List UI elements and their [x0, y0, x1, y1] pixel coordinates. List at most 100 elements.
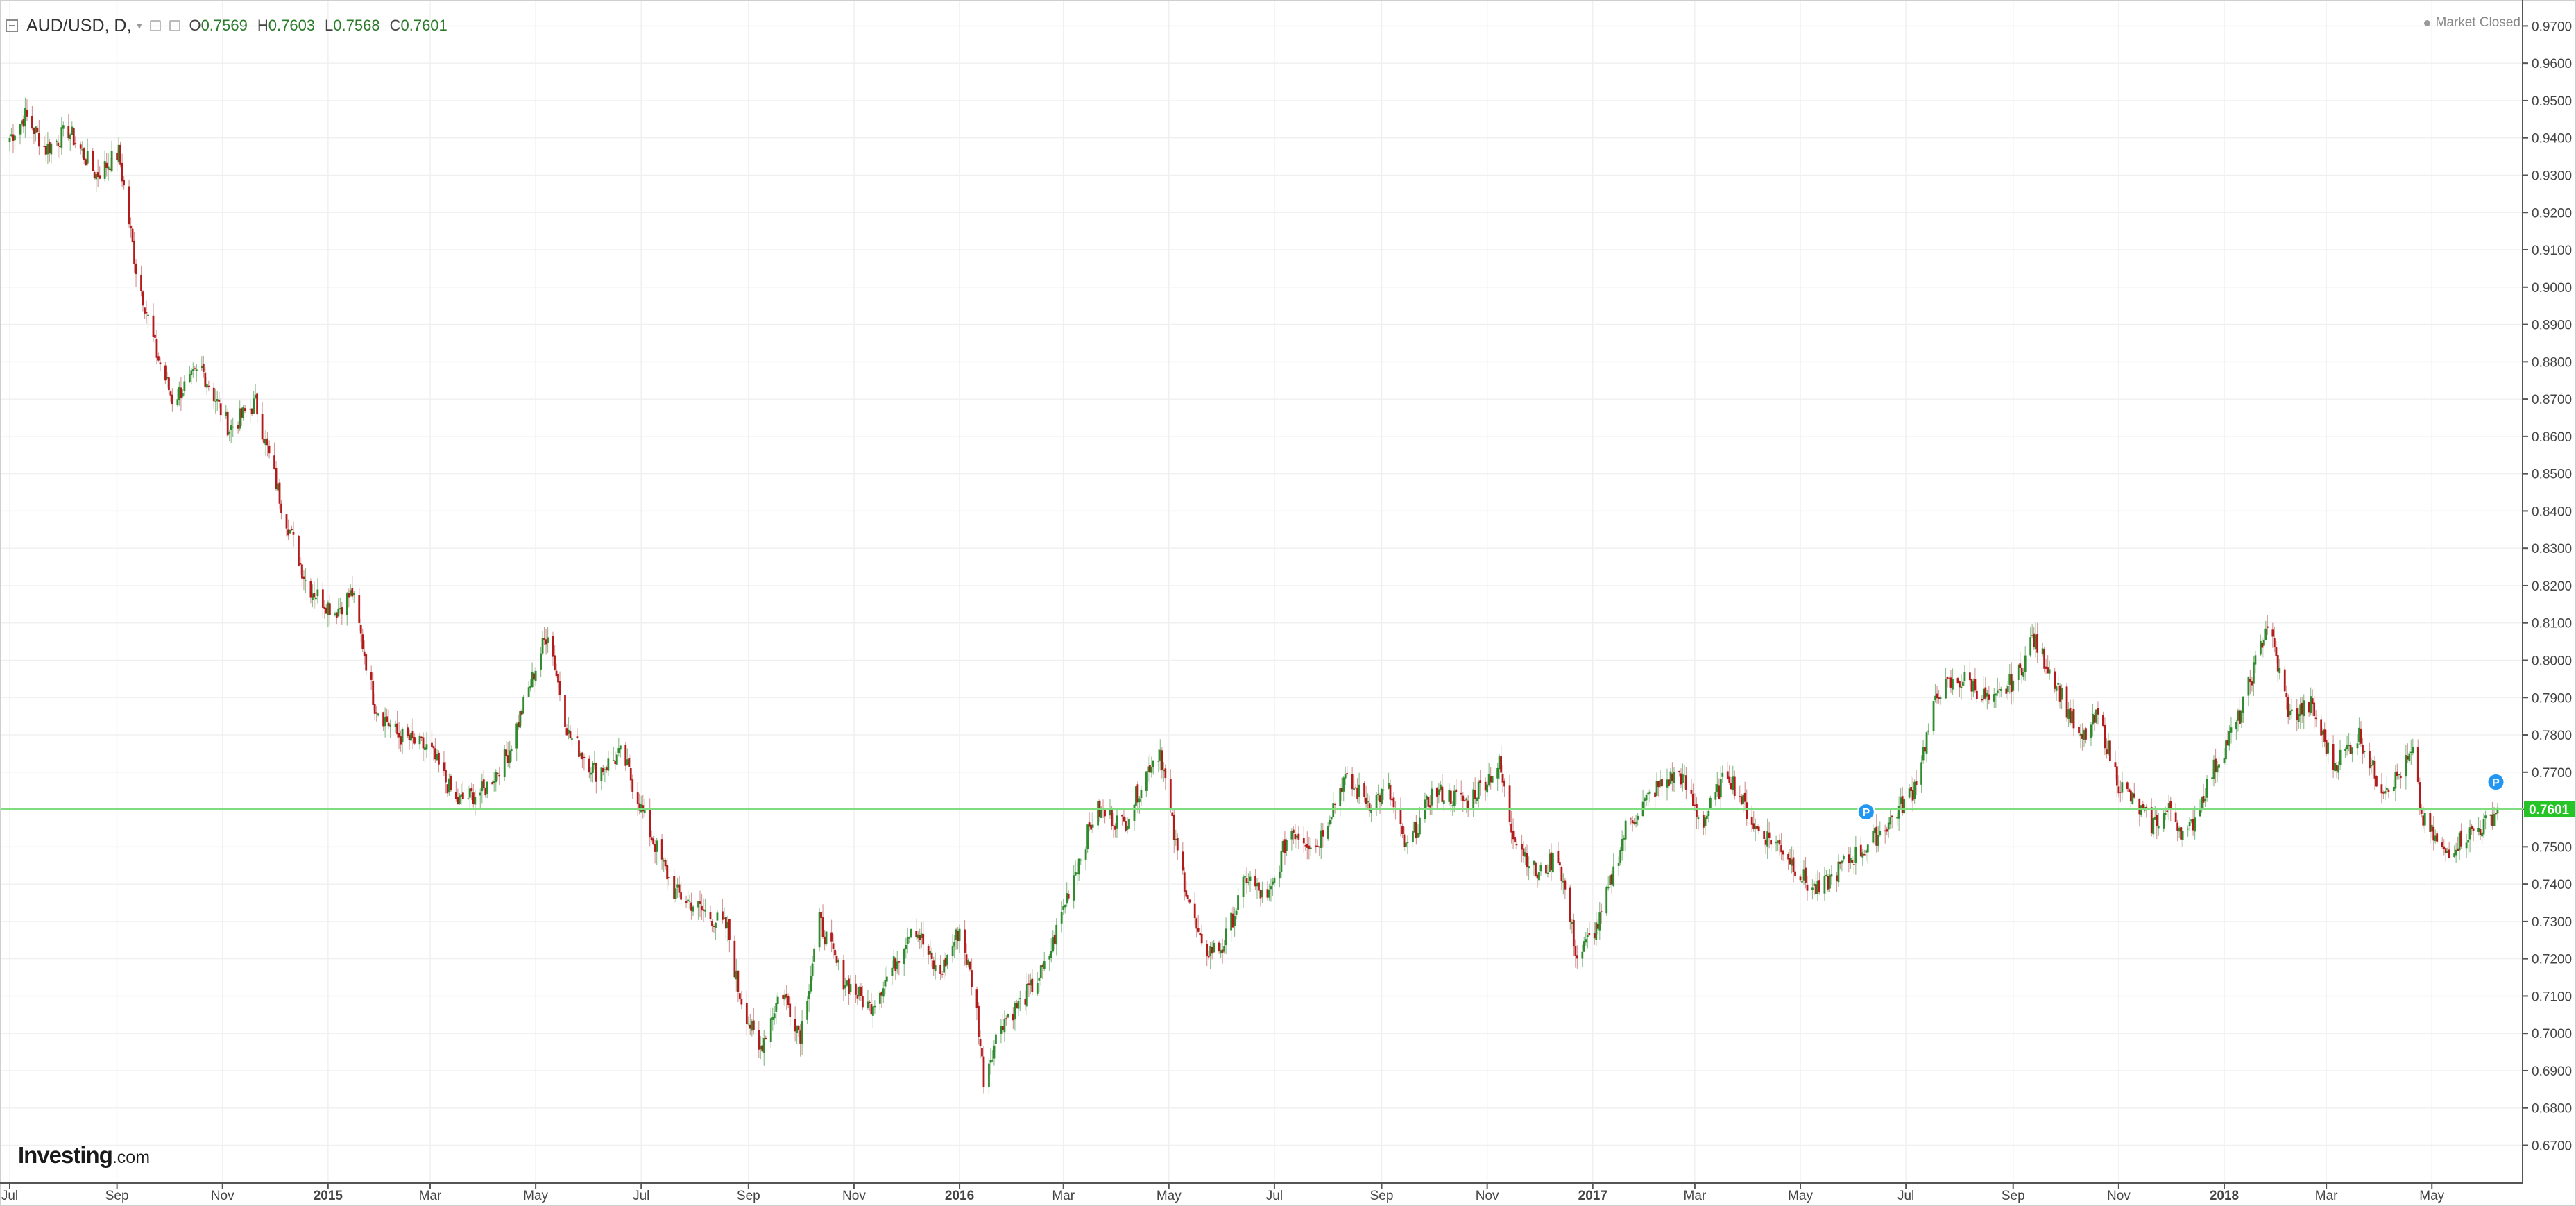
candle-body	[1367, 801, 1369, 803]
candle-body	[2164, 813, 2167, 815]
candle-body	[291, 529, 293, 531]
candle-body	[1668, 779, 1670, 786]
candle-body	[782, 995, 785, 999]
settings-icon[interactable]	[150, 20, 162, 31]
candle-body	[697, 901, 699, 908]
pivot-marker-circle[interactable]	[2487, 773, 2505, 792]
candle-body	[438, 752, 440, 765]
candle-body	[2065, 686, 2068, 718]
candle-body	[2275, 647, 2278, 656]
candle-body	[1900, 797, 1902, 804]
candle-body	[2008, 674, 2011, 685]
candle-body	[2206, 779, 2208, 798]
candle-body	[2481, 833, 2483, 837]
candle-body	[1064, 905, 1066, 908]
candle-body	[2299, 704, 2302, 716]
candle-body	[10, 134, 12, 137]
candle-body	[971, 970, 973, 987]
candle-body	[1528, 866, 1530, 869]
candle-body	[1074, 872, 1077, 876]
candle-body	[882, 988, 885, 997]
candle-body	[519, 711, 522, 728]
pivot-marker-circle[interactable]	[1857, 803, 1875, 822]
candle-body	[1247, 882, 1249, 883]
candle-body	[1669, 771, 1672, 784]
x-tick-label: May	[2419, 1189, 2444, 1203]
symbol-label[interactable]: AUD/USD, D,	[26, 15, 132, 35]
candle-body	[1875, 826, 1878, 846]
candle-body	[593, 763, 596, 765]
pivot-marker-label[interactable]: P	[1862, 807, 1870, 819]
candle-body	[261, 414, 264, 440]
candle-body	[824, 936, 826, 945]
candle-body	[1789, 858, 1791, 865]
candle-body	[806, 1001, 809, 1020]
candle-body	[958, 928, 961, 941]
candle-body	[1854, 847, 1857, 863]
candle-body	[1315, 845, 1317, 847]
candle-body	[2010, 674, 2013, 693]
candle-body	[880, 992, 883, 996]
candle-body	[2370, 765, 2373, 767]
candle-body	[454, 792, 457, 799]
pivot-marker[interactable]: P	[1857, 803, 1875, 822]
candle-body	[905, 944, 907, 949]
candle-body	[130, 226, 132, 229]
candle-body	[699, 901, 701, 904]
candle-body	[382, 712, 385, 727]
candle-body	[1913, 781, 1916, 799]
candle-body	[654, 844, 656, 852]
candle-body	[808, 991, 810, 999]
candle-body	[486, 781, 488, 794]
candle-body	[1583, 941, 1585, 952]
candle-body	[2121, 782, 2124, 793]
candle-body	[1925, 732, 1928, 754]
candle-body	[116, 153, 119, 160]
candle-body	[2102, 715, 2104, 727]
y-tick-label: 0.9600	[2532, 57, 2572, 71]
candle-body	[1333, 804, 1336, 805]
candle-body	[2029, 637, 2032, 656]
candle-body	[1915, 781, 1918, 785]
candle-body	[787, 996, 790, 1005]
chevron-down-icon[interactable]: ▾	[137, 19, 142, 31]
candle-body	[2176, 822, 2179, 831]
candle-body	[1159, 749, 1161, 761]
ohlc-low-label: L	[325, 17, 334, 34]
close-icon[interactable]	[169, 20, 181, 31]
candle-body	[1827, 876, 1829, 890]
candle-body	[1401, 826, 1404, 834]
candle-body	[1886, 829, 1888, 832]
pivot-marker-label[interactable]: P	[2492, 777, 2500, 789]
candle-body	[2240, 711, 2243, 723]
candle-body	[1076, 872, 1079, 874]
candle-body	[2153, 816, 2156, 820]
pivot-marker[interactable]: P	[2487, 773, 2505, 792]
candle-body	[1635, 821, 1637, 824]
candle-body	[650, 837, 653, 840]
candle-body	[2225, 740, 2227, 760]
candle-body	[280, 503, 282, 513]
candle-body	[1491, 776, 1494, 783]
candle-body	[1413, 822, 1416, 833]
candle-body	[2119, 792, 2122, 793]
candle-body	[894, 958, 897, 971]
candle-body	[1754, 825, 1757, 829]
candle-body	[496, 772, 499, 774]
candle-body	[988, 1063, 990, 1087]
candle-body	[1924, 747, 1926, 752]
candle-body	[1435, 787, 1438, 797]
candle-body	[1375, 795, 1378, 809]
candle-body	[1600, 911, 1603, 912]
candle-body	[673, 876, 675, 899]
candle-body	[1234, 915, 1236, 926]
investing-logo: Investing.com	[18, 1142, 150, 1169]
candle-body	[794, 1019, 796, 1032]
candle-body	[1465, 798, 1468, 801]
candle-body	[1000, 1026, 1003, 1034]
candle-body	[1486, 784, 1489, 793]
collapse-icon[interactable]	[6, 19, 18, 32]
candle-body	[1936, 693, 1938, 699]
